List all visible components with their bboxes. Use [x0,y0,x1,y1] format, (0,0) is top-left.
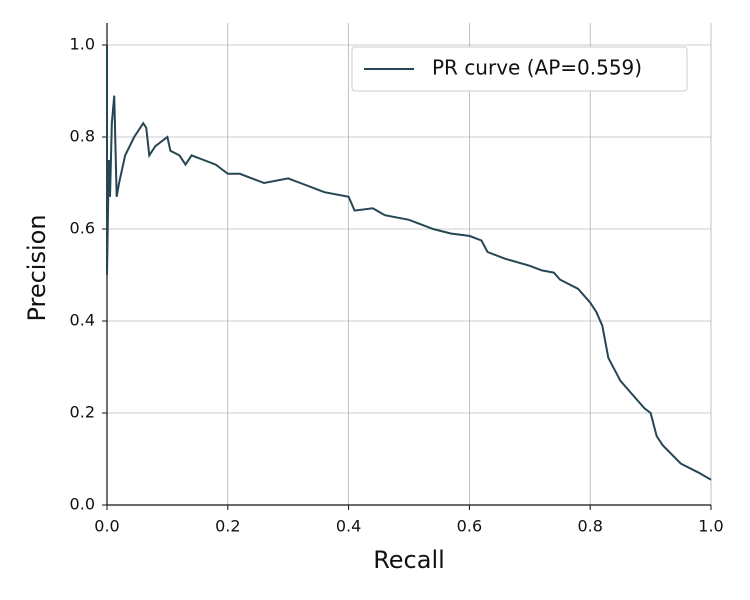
pr-curve [106,45,712,481]
y-tick-label: 0.0 [70,495,95,514]
y-tick-label: 0.4 [70,311,95,330]
x-tick-label: 0.8 [577,517,602,536]
x-axis-label: Recall [373,546,445,574]
y-axis-label: Precision [23,214,51,321]
y-tick-label: 0.2 [70,403,95,422]
x-tick-label: 0.0 [94,517,119,536]
y-tick-label: 0.6 [70,219,95,238]
legend-label: PR curve (AP=0.559) [432,56,642,80]
y-tick-label: 0.8 [70,127,95,146]
x-tick-label: 1.0 [698,517,723,536]
y-tick-label: 1.0 [70,35,95,54]
x-tick-label: 0.4 [336,517,361,536]
x-tick-label: 0.2 [215,517,240,536]
legend-box [351,46,688,92]
x-tick-label: 0.6 [457,517,482,536]
